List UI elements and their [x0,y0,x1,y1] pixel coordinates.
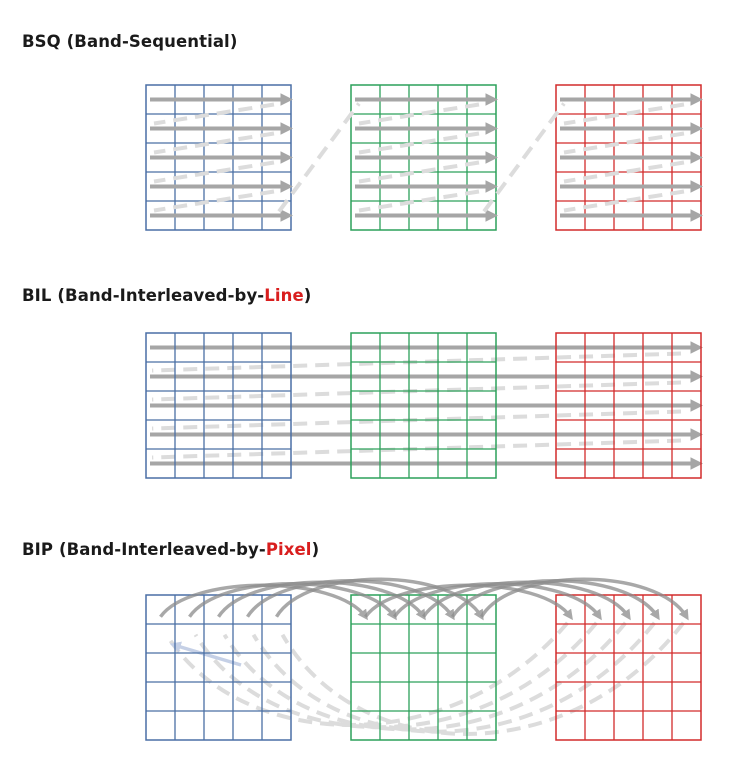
bsq-return-arrow [563,102,685,126]
bsq-band-connector [482,102,566,213]
grid-frame [350,332,497,479]
bil-band-3-grid [555,332,702,479]
bip-hop-arrow [480,577,689,621]
bsq-band-connector [277,102,361,213]
bip-name-prefix: (Band-Interleaved-by- [58,540,266,559]
bip-band-2-grid [350,594,497,741]
bsq-return-arrow [563,131,685,155]
bip-name: (Band-Interleaved-by-Pixel) [59,540,319,559]
bip-hop-arrow [275,577,484,621]
bip-band-3-grid [555,594,702,741]
bip-return-head [169,641,242,667]
bil-name-prefix: (Band-Interleaved-by- [57,286,265,305]
bsq-return-arrow [153,189,275,213]
bip-abbr: BIP [22,540,54,559]
bsq-return-arrow [153,131,275,155]
bil-name: (Band-Interleaved-by-Line) [57,286,311,305]
arrow-layer [150,93,704,621]
bsq-return-arrow [358,131,480,155]
bip-return-arrow [280,621,686,736]
bil-band-1-grid [145,332,292,479]
grid-frame [555,332,702,479]
bsq-name: (Band-Sequential) [66,32,238,51]
bsq-return-arrow [153,160,275,184]
bil-abbr: BIL [22,286,52,305]
bsq-return-arrow [358,102,480,126]
bil-name-highlight: Line [264,286,304,305]
bsq-return-arrow [563,160,685,184]
bip-name-highlight: Pixel [265,540,312,559]
bsq-abbr: BSQ [22,32,61,51]
connector-layer [150,341,704,736]
bip-name-suffix: ) [311,540,320,559]
bsq-return-arrow [153,102,275,126]
bsq-return-arrow [358,189,480,213]
bsq-return-arrow [563,189,685,213]
grid-frame [145,332,292,479]
bil-band-2-grid [350,332,497,479]
bsq-title: BSQ (Band-Sequential) [22,32,237,51]
bil-title: BIL (Band-Interleaved-by-Line) [22,286,311,305]
bsq-return-arrow [358,160,480,184]
bip-title: BIP (Band-Interleaved-by-Pixel) [22,540,319,559]
bil-name-suffix: ) [303,286,312,305]
grid-layer [145,84,702,741]
